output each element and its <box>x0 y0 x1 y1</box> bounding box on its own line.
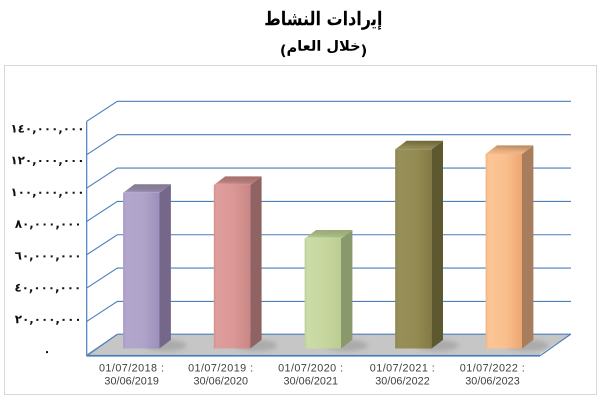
svg-text:01/07/2020 :: 01/07/2020 : <box>278 362 343 374</box>
svg-text:01/07/2022 :: 01/07/2022 : <box>460 362 525 374</box>
svg-text:01/07/2019 :: 01/07/2019 : <box>188 362 253 374</box>
svg-text:30/06/2023: 30/06/2023 <box>465 375 520 387</box>
svg-text:30/06/2021: 30/06/2021 <box>284 375 339 387</box>
svg-text:01/07/2021 :: 01/07/2021 : <box>370 362 435 374</box>
svg-text:01/07/2018 :: 01/07/2018 : <box>99 362 164 374</box>
svg-text:30/06/2020: 30/06/2020 <box>194 375 249 387</box>
svg-text:30/06/2019: 30/06/2019 <box>104 375 159 387</box>
svg-text:30/06/2022: 30/06/2022 <box>375 375 430 387</box>
